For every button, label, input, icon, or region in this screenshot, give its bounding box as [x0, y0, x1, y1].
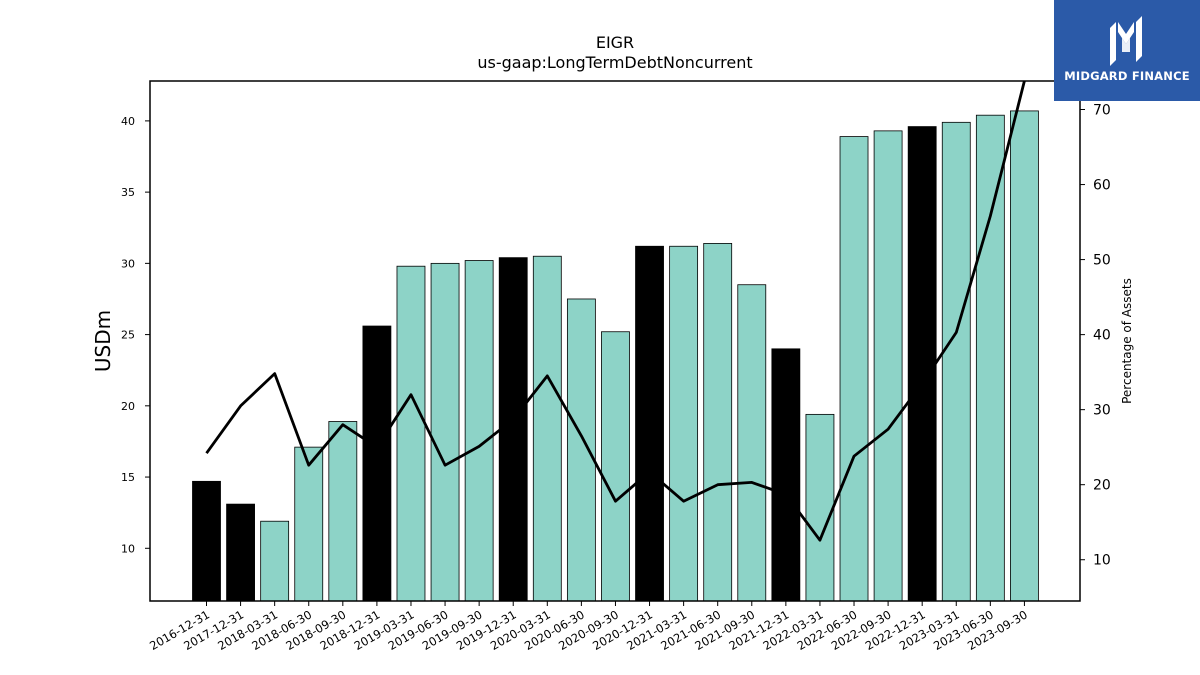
bar-2021-12-31 — [771, 348, 801, 602]
midgard-finance-logo: MIDGARD FINANCE — [1054, 0, 1200, 101]
bar-2020-03-31 — [532, 255, 562, 602]
chart-subtitle: us-gaap:LongTermDebtNoncurrent — [477, 53, 752, 72]
bar-2017-12-31 — [226, 503, 255, 602]
bar-2023-03-31 — [941, 121, 971, 602]
logo-text: MIDGARD FINANCE — [1064, 69, 1190, 83]
y-tick-label: 30 — [121, 257, 135, 270]
bar-2022-06-30 — [839, 136, 869, 602]
bar-2016-12-31 — [192, 480, 221, 602]
y-tick-label: 15 — [121, 471, 135, 484]
bars-group — [192, 110, 1039, 602]
bar-2020-12-31 — [635, 245, 664, 602]
bar-2020-09-30 — [601, 331, 630, 602]
y2-tick-label: 70 — [1093, 103, 1111, 119]
bar-2021-09-30 — [737, 284, 767, 602]
y2-tick-label: 30 — [1093, 403, 1111, 419]
y2-tick-label: 60 — [1093, 178, 1111, 194]
percentage-of-assets-line — [205, 81, 1026, 542]
bar-2022-09-30 — [873, 130, 903, 602]
x-axis: 2016-12-312017-12-312018-03-312018-06-30… — [147, 601, 1030, 653]
bar-2018-06-30 — [294, 446, 324, 602]
bar-2023-09-30 — [1010, 110, 1039, 602]
bar-2023-06-30 — [975, 114, 1005, 602]
bar-2018-03-31 — [260, 520, 290, 602]
line-group — [205, 81, 1026, 542]
midgard-logo-mark-icon — [1110, 16, 1142, 66]
bar-2022-12-31 — [907, 126, 937, 602]
bar-2019-12-31 — [498, 257, 528, 602]
bar-2018-12-31 — [362, 325, 392, 602]
bar-2020-06-30 — [566, 298, 596, 602]
bar-2018-09-30 — [328, 421, 358, 602]
chart-title: EIGR — [596, 33, 634, 52]
y-tick-label: 20 — [121, 400, 135, 413]
y2-tick-label: 10 — [1093, 553, 1111, 569]
y-tick-label: 10 — [121, 542, 135, 555]
y2-tick-label: 50 — [1093, 253, 1111, 269]
y2-axis: 10 20 30 40 50 60 70 — [1080, 103, 1111, 569]
y-tick-label: 25 — [121, 329, 135, 342]
y2-tick-label: 40 — [1093, 328, 1111, 344]
y-tick-label: 40 — [121, 115, 135, 128]
bar-2019-09-30 — [464, 260, 494, 602]
bar-2019-03-31 — [396, 265, 426, 602]
bar-2022-03-31 — [805, 413, 835, 602]
y-axis: 10 15 20 25 30 35 40 — [121, 115, 150, 555]
y-tick-label: 35 — [121, 186, 135, 199]
bar-2019-06-30 — [430, 262, 460, 602]
y-axis-label: USDm — [91, 310, 115, 372]
y2-axis-label: Percentage of Assets — [1120, 278, 1134, 404]
bar-2021-03-31 — [669, 245, 699, 602]
bar-2021-06-30 — [703, 243, 733, 602]
y2-tick-label: 20 — [1093, 478, 1111, 494]
